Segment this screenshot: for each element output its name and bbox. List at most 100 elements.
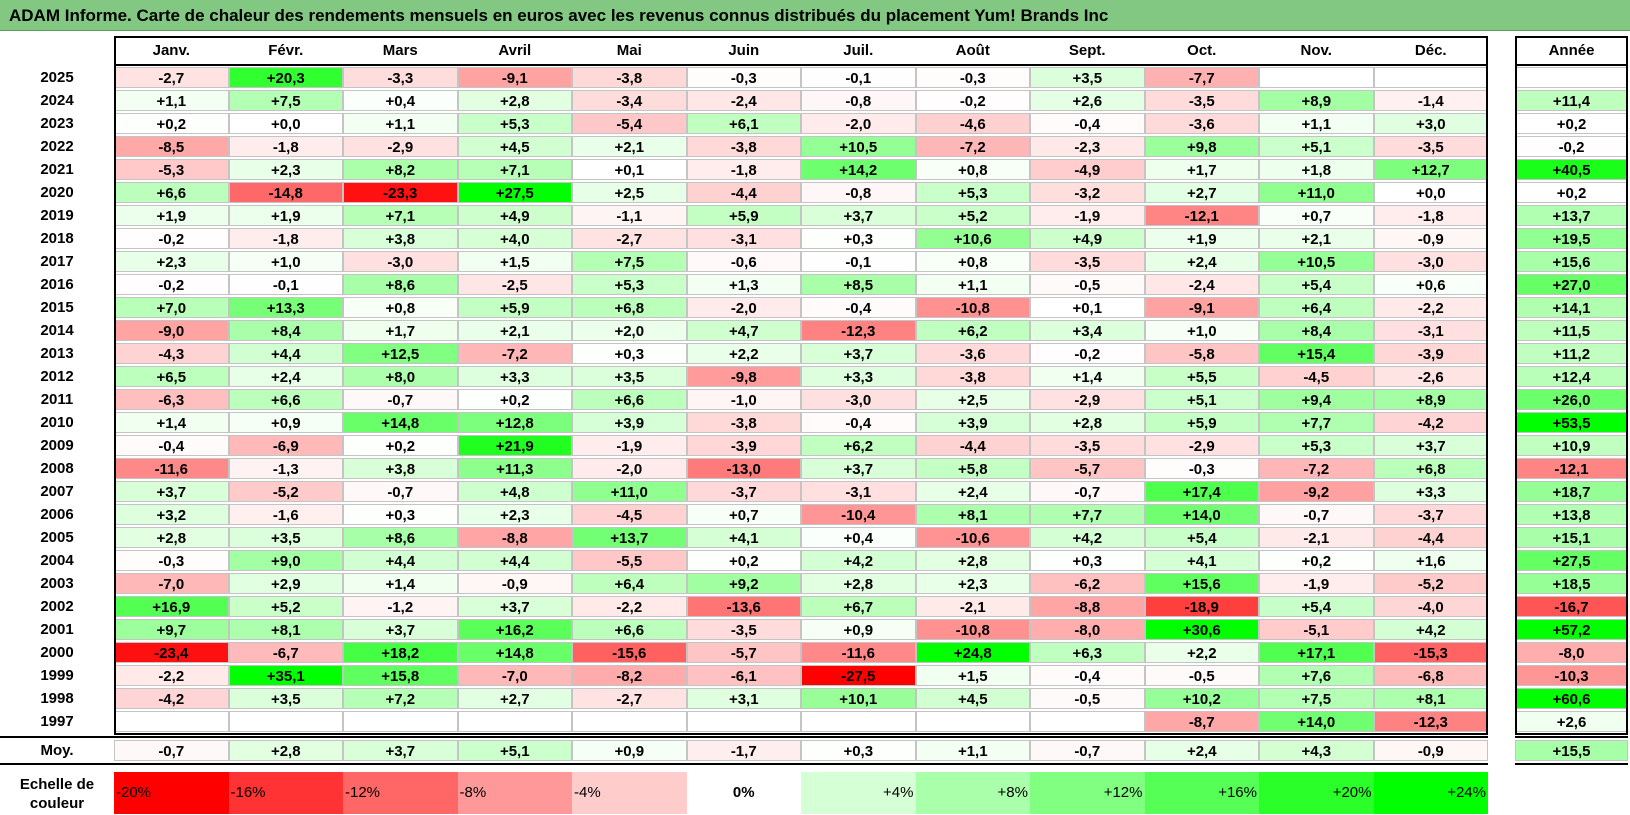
heatmap-cell: +17,4 xyxy=(1144,481,1259,502)
heatmap-cell: -0,2 xyxy=(114,228,229,249)
heatmap-cell: +2,8 xyxy=(801,573,916,594)
heatmap-cell: -3,1 xyxy=(801,481,916,502)
heatmap-cell: -8,7 xyxy=(1144,711,1259,732)
heatmap-cell xyxy=(572,711,687,732)
heatmap-cell: -8,8 xyxy=(457,527,572,548)
heatmap-cell: +0,8 xyxy=(915,159,1030,180)
year-total-cell: +27,5 xyxy=(1515,550,1628,571)
heatmap-cell: -5,7 xyxy=(1030,458,1145,479)
heatmap-cell: +3,8 xyxy=(343,458,458,479)
heatmap-cell: -0,3 xyxy=(915,67,1030,88)
heatmap-cell: +5,9 xyxy=(457,297,572,318)
heatmap-cell: +1,8 xyxy=(1259,159,1374,180)
heatmap-cell: -3,9 xyxy=(1373,343,1488,364)
heatmap-cell: +5,9 xyxy=(686,205,801,226)
heatmap-cell: +2,3 xyxy=(114,251,229,272)
heatmap-cell: +8,9 xyxy=(1373,389,1488,410)
chart-title: ADAM Informe. Carte de chaleur des rende… xyxy=(0,0,1630,31)
heatmap-cell: +0,0 xyxy=(1373,182,1488,203)
heatmap-cell: +6,8 xyxy=(572,297,687,318)
heatmap-cell: -0,4 xyxy=(114,435,229,456)
heatmap-cell xyxy=(1373,67,1488,88)
heatmap-cell: +10,6 xyxy=(915,228,1030,249)
average-divider-bottom xyxy=(1515,763,1628,765)
month-header: Oct. xyxy=(1187,42,1217,59)
heatmap-cell: +3,7 xyxy=(801,343,916,364)
year-label: 2009 xyxy=(40,437,74,454)
heatmap-cell: -3,1 xyxy=(686,228,801,249)
heatmap-cell: -4,5 xyxy=(1259,366,1374,387)
heatmap-cell xyxy=(1030,711,1145,732)
heatmap-cell: +35,1 xyxy=(228,665,343,686)
average-label: Moy. xyxy=(40,742,74,759)
heatmap-cell: +8,0 xyxy=(343,366,458,387)
heatmap-cell: +5,5 xyxy=(1144,366,1259,387)
heatmap-cell: -3,0 xyxy=(343,251,458,272)
year-label: 2025 xyxy=(40,69,74,86)
heatmap-cell: -0,1 xyxy=(228,274,343,295)
color-scale-step: +24% xyxy=(1373,772,1488,814)
heatmap-cell: -10,6 xyxy=(915,527,1030,548)
month-header: Août xyxy=(955,42,990,59)
heatmap-cell: -2,0 xyxy=(572,458,687,479)
heatmap-cell: +0,1 xyxy=(572,159,687,180)
heatmap-cell: -9,2 xyxy=(1259,481,1374,502)
year-total-cell: +57,2 xyxy=(1515,619,1628,640)
heatmap-cell: +11,0 xyxy=(572,481,687,502)
heatmap-cell: -7,2 xyxy=(457,343,572,364)
heatmap-cell: -2,7 xyxy=(572,228,687,249)
heatmap-cell: -0,8 xyxy=(801,90,916,111)
heatmap-cell: -13,0 xyxy=(686,458,801,479)
heatmap-cell: -1,2 xyxy=(343,596,458,617)
heatmap-cell: -0,8 xyxy=(801,182,916,203)
year-total-cell: +19,5 xyxy=(1515,228,1628,249)
heatmap-cell: -5,4 xyxy=(572,113,687,134)
heatmap-cell: -3,9 xyxy=(686,435,801,456)
year-total-cell: -0,2 xyxy=(1515,136,1628,157)
heatmap-cell: +3,9 xyxy=(572,412,687,433)
heatmap-cell: +15,8 xyxy=(343,665,458,686)
heatmap-cell: -2,1 xyxy=(915,596,1030,617)
heatmap-cell: -2,9 xyxy=(1030,389,1145,410)
year-total-cell: +18,5 xyxy=(1515,573,1628,594)
heatmap-cell: +3,3 xyxy=(1373,481,1488,502)
heatmap-cell: -2,7 xyxy=(114,67,229,88)
heatmap-cell: +3,7 xyxy=(114,481,229,502)
heatmap-cell: -2,2 xyxy=(572,596,687,617)
heatmap-cell: +1,4 xyxy=(114,412,229,433)
heatmap-cell xyxy=(801,711,916,732)
heatmap-cell: -8,5 xyxy=(114,136,229,157)
heatmap-cell: -3,3 xyxy=(343,67,458,88)
heatmap-cell: -7,0 xyxy=(114,573,229,594)
heatmap-cell: -3,4 xyxy=(572,90,687,111)
heatmap-cell: +9,8 xyxy=(1144,136,1259,157)
heatmap-cell: +1,0 xyxy=(1144,320,1259,341)
heatmap-cell: +2,2 xyxy=(686,343,801,364)
heatmap-cell: +2,0 xyxy=(572,320,687,341)
heatmap-cell: -3,0 xyxy=(801,389,916,410)
year-total-cell: +12,4 xyxy=(1515,366,1628,387)
heatmap-cell: -6,9 xyxy=(228,435,343,456)
year-total-cell: +11,5 xyxy=(1515,320,1628,341)
heatmap-cell: +0,3 xyxy=(343,504,458,525)
heatmap-cell: +18,2 xyxy=(343,642,458,663)
heatmap-cell: -0,2 xyxy=(915,90,1030,111)
heatmap-cell: +1,9 xyxy=(114,205,229,226)
heatmap-cell: +14,0 xyxy=(1259,711,1374,732)
average-cell: +5,1 xyxy=(457,740,572,761)
heatmap-cell: +13,3 xyxy=(228,297,343,318)
heatmap-cell: +0,3 xyxy=(801,228,916,249)
heatmap-cell: +2,4 xyxy=(1144,251,1259,272)
average-cell: -0,7 xyxy=(1030,740,1145,761)
color-scale-step: +4% xyxy=(801,772,916,814)
year-total-cell: +0,2 xyxy=(1515,182,1628,203)
heatmap-cell: +14,2 xyxy=(801,159,916,180)
heatmap-cell: +6,5 xyxy=(114,366,229,387)
heatmap-cell: -3,5 xyxy=(1373,136,1488,157)
year-label: 2005 xyxy=(40,529,74,546)
heatmap-cell: -2,7 xyxy=(572,688,687,709)
heatmap-cell: -0,1 xyxy=(801,67,916,88)
heatmap-cell: +1,1 xyxy=(343,113,458,134)
year-total-cell: +11,4 xyxy=(1515,90,1628,111)
heatmap-cell: +0,8 xyxy=(343,297,458,318)
